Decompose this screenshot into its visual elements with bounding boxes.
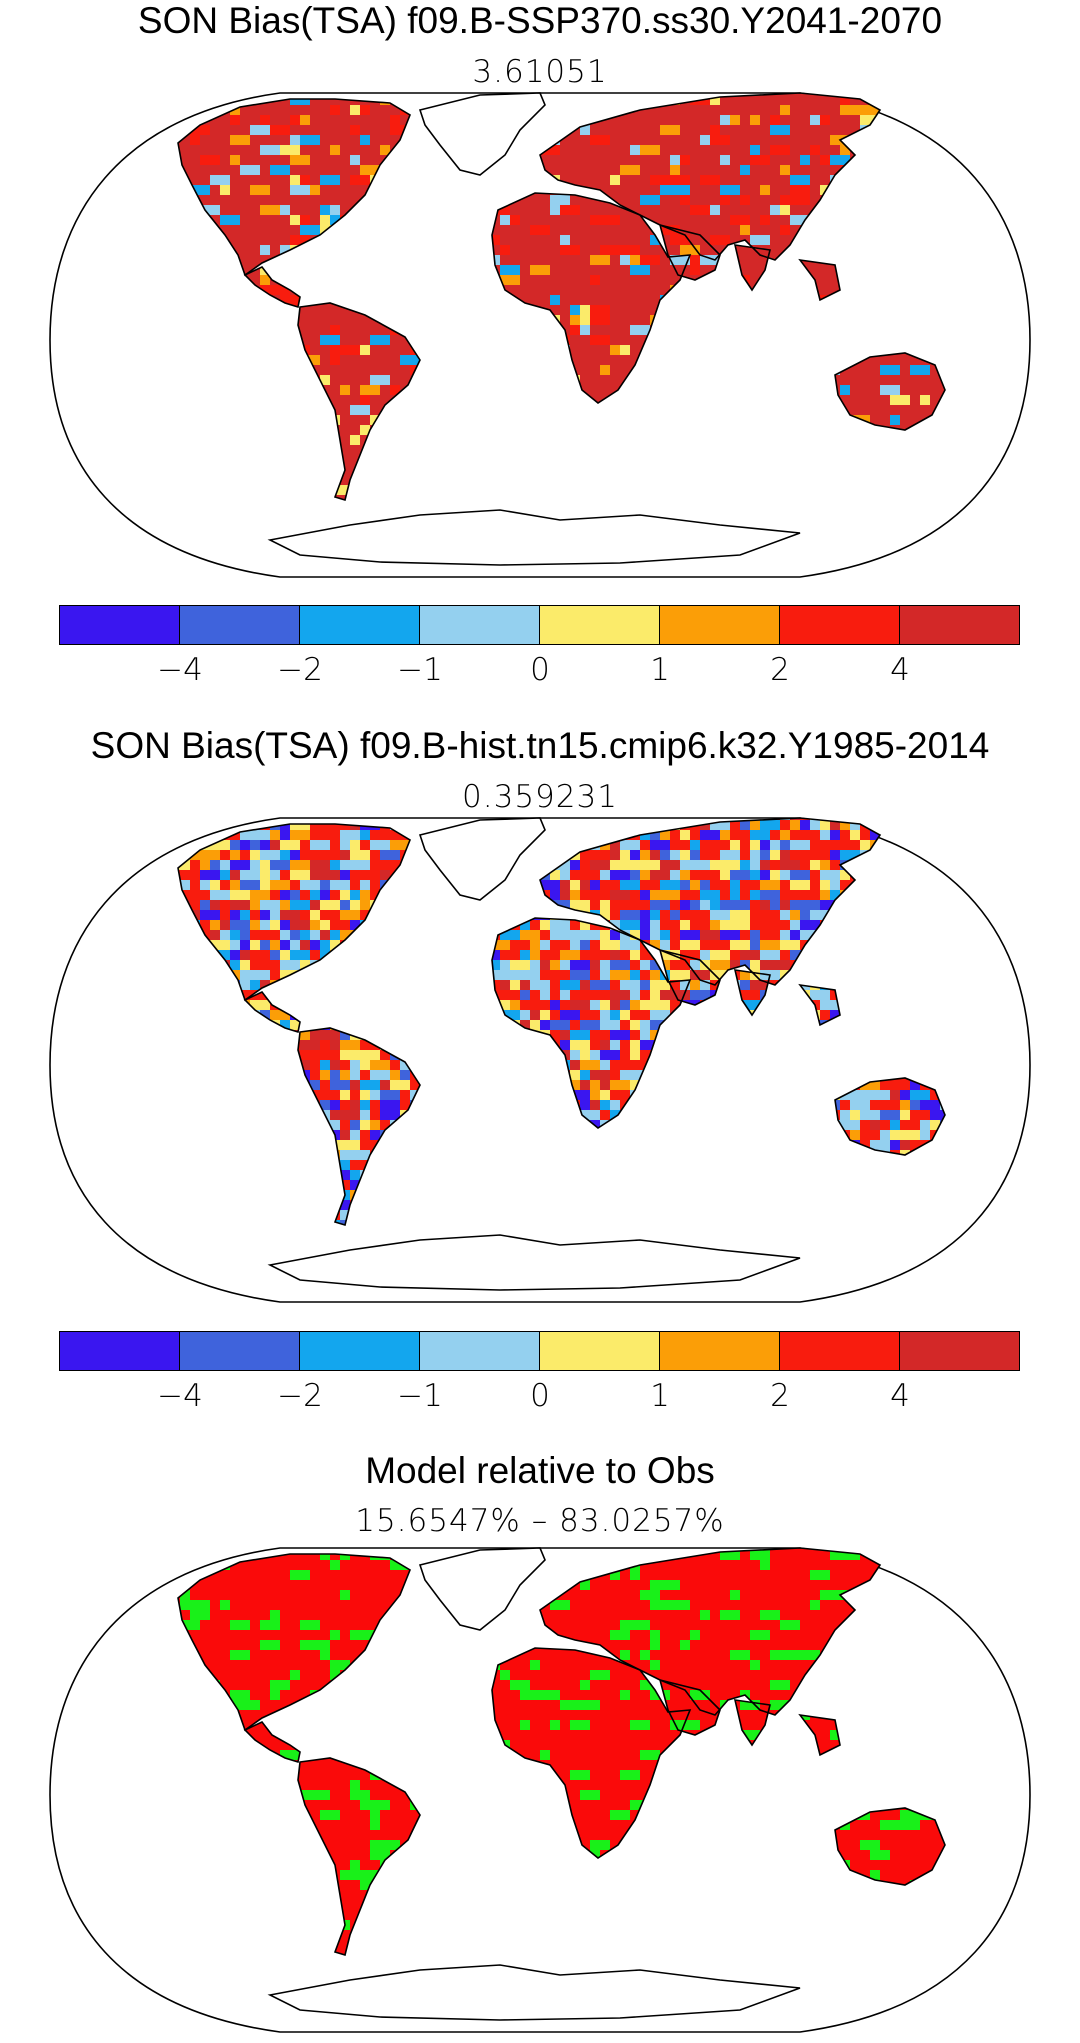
colorbar-tick-label: −2 (277, 652, 323, 688)
colorbar-swatch (180, 1332, 300, 1370)
coastline (491, 917, 692, 1129)
colorbar-swatch (420, 606, 540, 644)
colorbar-swatch (780, 606, 900, 644)
colorbar-swatch (300, 606, 420, 644)
coastline (297, 1027, 421, 1227)
map-panel-3 (49, 1547, 1031, 2033)
coastline (798, 258, 841, 302)
coastline (267, 509, 801, 566)
colorbar-swatch (660, 1332, 780, 1370)
colorbar-2-ticks: −4 −2 −1 0 1 2 4 (0, 1378, 1080, 1418)
coastline (658, 223, 721, 281)
colorbar-swatch (60, 1332, 180, 1370)
colorbar-1 (59, 605, 1020, 645)
coastline (297, 302, 421, 502)
panel-1-title: SON Bias(TSA) f09.B-SSP370.ss30.Y2041-20… (137, 0, 943, 41)
coastline (539, 817, 882, 986)
coastline (418, 92, 546, 176)
colorbar-swatch (540, 606, 660, 644)
colorbar-tick-label: 4 (890, 652, 910, 688)
colorbar-swatch (780, 1332, 900, 1370)
coastline (177, 823, 411, 1002)
colorbar-2 (59, 1331, 1020, 1371)
coastline (177, 1553, 411, 1732)
coastline (243, 266, 301, 309)
colorbar-tick-label: −4 (157, 652, 203, 688)
coastline (733, 1699, 771, 1747)
coastline (297, 1757, 421, 1957)
panel-2-title: SON Bias(TSA) f09.B-hist.tn15.cmip6.k32.… (90, 725, 990, 766)
coastline (491, 192, 692, 404)
coastline (658, 948, 721, 1006)
colorbar-swatch (180, 606, 300, 644)
coastline (834, 352, 946, 431)
colorbar-tick-label: 1 (650, 1378, 670, 1414)
colorbar-swatch (900, 1332, 1019, 1370)
coastline (177, 98, 411, 277)
colorbar-swatch (300, 1332, 420, 1370)
colorbar-tick-label: −2 (277, 1378, 323, 1414)
map-panel-1 (49, 92, 1031, 578)
coastline (539, 92, 882, 261)
colorbar-tick-label: 1 (650, 652, 670, 688)
colorbar-1-ticks: −4 −2 −1 0 1 2 4 (0, 652, 1080, 692)
coastline (658, 1678, 721, 1736)
colorbar-tick-label: −1 (397, 652, 443, 688)
coastline (798, 983, 841, 1027)
coastline (733, 244, 771, 292)
coastline (834, 1077, 946, 1156)
coastline (418, 817, 546, 901)
coastline (243, 991, 301, 1034)
panel-1-value: 3.61051 (472, 54, 608, 90)
colorbar-swatch (660, 606, 780, 644)
colorbar-swatch (420, 1332, 540, 1370)
colorbar-tick-label: −4 (157, 1378, 203, 1414)
coastline (834, 1807, 946, 1886)
map-panel-2 (49, 817, 1031, 1303)
coastline (798, 1713, 841, 1757)
coastline (267, 1964, 801, 2021)
panel-2-value: 0.359231 (462, 779, 618, 815)
colorbar-tick-label: 4 (890, 1378, 910, 1414)
panel-3-title: Model relative to Obs (365, 1450, 715, 1491)
colorbar-swatch (60, 606, 180, 644)
colorbar-tick-label: 2 (770, 652, 790, 688)
panel-3-value: 15.6547% – 83.0257% (355, 1503, 725, 1539)
coastline (243, 1721, 301, 1764)
coastline (539, 1547, 882, 1716)
coastline (733, 969, 771, 1017)
colorbar-tick-label: 0 (530, 1378, 550, 1414)
coastline (418, 1547, 546, 1631)
colorbar-tick-label: 2 (770, 1378, 790, 1414)
colorbar-swatch (900, 606, 1019, 644)
colorbar-swatch (540, 1332, 660, 1370)
colorbar-tick-label: 0 (530, 652, 550, 688)
coastline (491, 1647, 692, 1859)
colorbar-tick-label: −1 (397, 1378, 443, 1414)
coastline (267, 1234, 801, 1291)
